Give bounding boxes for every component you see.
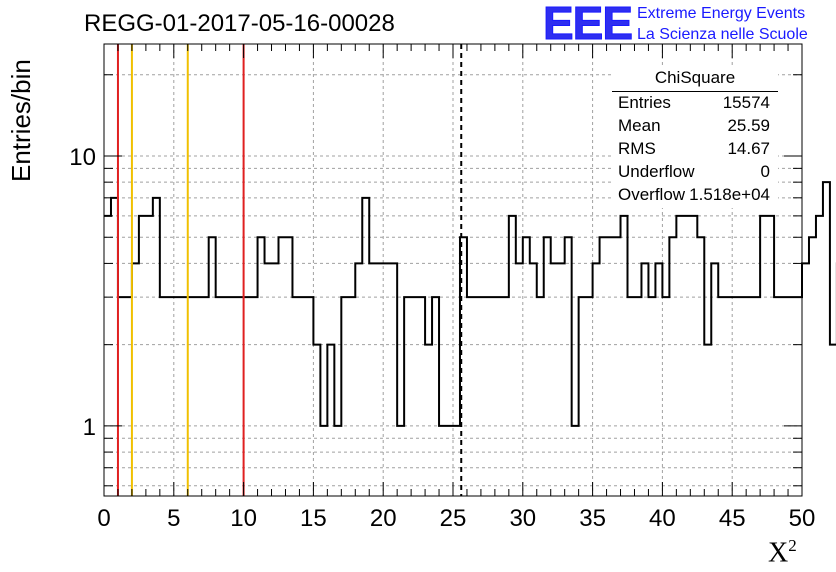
x-tick-label: 20 [370,505,397,532]
stat-value: 1.518e+04 [689,185,770,204]
x-tick-label: 45 [719,505,746,532]
x-tick-label: 10 [230,505,257,532]
y-tick-label: 1 [83,414,96,441]
stat-value: 0 [760,162,770,181]
stat-value: 15574 [722,93,770,112]
x-tick-label: 25 [440,505,467,532]
y-axis-label: Entries/bin [6,59,36,182]
stat-key: Underflow [618,162,695,181]
stat-value: 14.67 [727,139,770,158]
logo-line-1: Extreme Energy Events [637,5,806,22]
stats-divider [612,91,778,92]
x-tick-label: 30 [509,505,536,532]
chart-title: REGG-01-2017-05-16-00028 [84,10,395,37]
stat-key: RMS [618,139,656,158]
histogram-series [104,181,836,427]
stat-value: 25.59 [727,116,770,135]
stat-row-overflow: Overflow 1.518e+04 [618,185,770,207]
stats-box: ChiSquare Entries 15574 Mean 25.59 RMS 1… [612,68,778,208]
stat-key: Entries [618,93,671,112]
x-tick-label: 5 [167,505,180,532]
stat-key: Mean [618,116,661,135]
stat-key: Overflow [618,185,686,204]
x-tick-label: 40 [649,505,676,532]
eee-logo: EEE [542,0,633,49]
stat-row-rms: RMS 14.67 [618,139,770,161]
x-tick-label: 50 [789,505,816,532]
x-axis-label-sup: 2 [788,536,797,555]
x-axis-label-text: X [768,537,789,569]
stat-row-underflow: Underflow 0 [618,162,770,184]
x-tick-label: 0 [97,505,110,532]
x-tick-label: 35 [579,505,606,532]
x-tick-label: 15 [300,505,327,532]
stat-row-mean: Mean 25.59 [618,116,770,138]
logo-line-2: La Scienza nelle Scuole [637,26,808,43]
y-tick-label: 10 [69,144,96,171]
x-axis-label: X2 [768,536,797,569]
stats-title: ChiSquare [654,68,736,87]
stat-row-entries: Entries 15574 [618,93,770,115]
